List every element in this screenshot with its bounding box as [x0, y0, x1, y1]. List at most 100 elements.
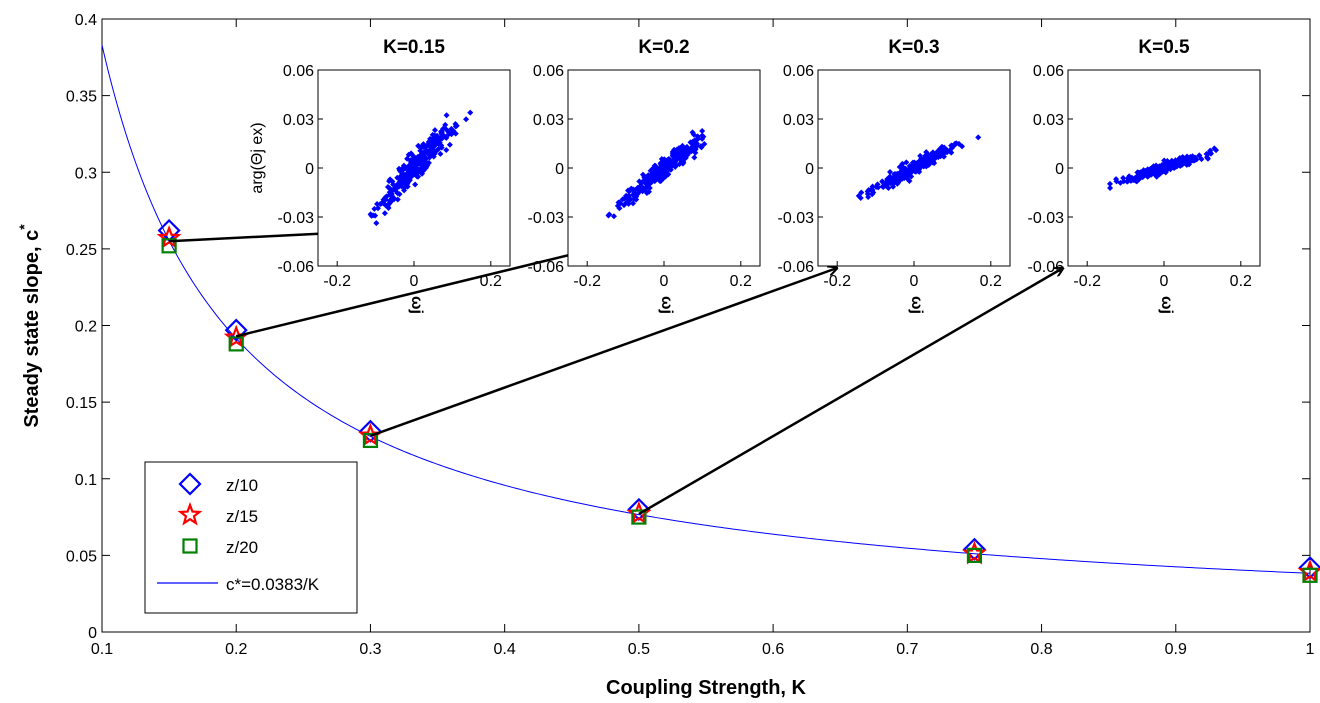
- legend-marker-z-10: [178, 472, 202, 496]
- inset-y-tick-label: 0.06: [283, 63, 314, 80]
- inset-point: [901, 173, 908, 180]
- inset-point: [415, 143, 422, 150]
- inset-point: [687, 139, 694, 146]
- inset-point: [891, 177, 898, 184]
- inset-point: [620, 202, 627, 209]
- inset-point: [894, 171, 901, 178]
- inset-x-tick-label: 0.2: [1230, 273, 1252, 290]
- inset-point: [372, 212, 379, 219]
- inset-point: [657, 160, 664, 167]
- inset-point: [606, 211, 613, 218]
- inset-point: [657, 178, 664, 185]
- y-axis-label-text: Steady state slope, c: [21, 230, 43, 428]
- inset-point: [697, 143, 704, 150]
- inset-point: [368, 212, 375, 219]
- legend-label: c*=0.0383/K: [226, 575, 320, 594]
- marker-z-20: [966, 547, 983, 563]
- inset-point: [443, 112, 450, 119]
- inset-y-tick-label: -0.06: [1028, 259, 1065, 276]
- inset-point: [1204, 155, 1211, 162]
- inset-point: [1136, 172, 1143, 179]
- inset-point: [630, 200, 637, 207]
- inset-y-tick-label: -0.03: [278, 210, 315, 227]
- inset-title: K=0.5: [1138, 37, 1190, 58]
- inset-title: K=0.15: [383, 37, 445, 58]
- inset-x-tick-label: 0: [910, 273, 919, 290]
- inset-point: [869, 191, 876, 198]
- x-tick-label: 0.7: [896, 641, 918, 658]
- inset-point: [438, 144, 445, 151]
- inset-point: [639, 171, 646, 178]
- legend-items: z/10 z/15 z/20 c*=0.0383/K: [157, 472, 320, 594]
- legend-marker-z-15: [177, 501, 203, 526]
- inset-point: [880, 183, 887, 190]
- inset-point: [865, 193, 872, 200]
- x-tick-label: 0.9: [1165, 641, 1187, 658]
- inset-point: [955, 140, 962, 147]
- inset-point: [680, 152, 687, 159]
- inset-point: [875, 184, 882, 191]
- inset-point: [668, 158, 675, 165]
- inset-point: [374, 201, 381, 208]
- inset-point: [414, 173, 421, 180]
- inset-point: [894, 180, 901, 187]
- inset-x-tick-label: -0.2: [1073, 273, 1101, 290]
- legend-marker-z-20: [182, 538, 198, 554]
- inset-point: [699, 135, 706, 142]
- x-axis-label: Coupling Strength, K: [606, 677, 807, 699]
- inset-point: [400, 179, 407, 186]
- inset-x-tick-label: 0: [660, 273, 669, 290]
- inset-point: [381, 210, 388, 217]
- inset-point: [432, 136, 439, 143]
- legend-box: [144, 461, 358, 614]
- inset-y-tick-label: 0.03: [783, 112, 814, 129]
- inset-y-tick-label: 0: [305, 161, 314, 178]
- inset-y-tick-label: -0.03: [778, 210, 815, 227]
- inset-point: [1150, 163, 1157, 170]
- inset-2: K=0.2 -0.2 0 0.2 0.06 0.03 0 -0.03 -0.06 ωj: [528, 37, 761, 314]
- inset-point: [694, 136, 701, 143]
- inset-point: [626, 188, 633, 195]
- y-tick-label: 0.2: [75, 319, 97, 336]
- legend-label: z/20: [226, 538, 258, 557]
- inset-point: [1178, 160, 1185, 167]
- inset-point: [453, 122, 460, 129]
- inset-x-tick-label: 0: [410, 273, 419, 290]
- inset-point: [371, 205, 378, 212]
- inset-points: [367, 109, 474, 227]
- inset-point: [643, 189, 650, 196]
- inset-point: [1186, 159, 1193, 166]
- inset-point: [887, 169, 894, 176]
- y-axis-label: Steady state slope, c*: [16, 224, 43, 428]
- inset-x-tick-label: 0.2: [480, 273, 502, 290]
- marker-z-15: [156, 225, 182, 249]
- inset-y-tick-label: -0.06: [778, 259, 815, 276]
- inset-point: [923, 156, 930, 163]
- inset-point: [975, 134, 982, 141]
- inset-point: [885, 185, 892, 192]
- inset-point: [378, 200, 385, 207]
- main-x-ticks: 0.1 0.2 0.3 0.4 0.5 0.6 0.7 0.8 0.9 1: [91, 19, 1315, 658]
- inset-x-tick-label: -0.2: [323, 273, 351, 290]
- main-y-ticks: 0 0.05 0.1 0.15 0.2 0.25 0.3 0.35 0.4: [66, 12, 1310, 642]
- inset-point: [683, 143, 690, 150]
- inset-point: [868, 186, 875, 193]
- inset-point: [450, 127, 457, 134]
- y-tick-label: 0.05: [66, 548, 97, 565]
- inset-x-axis-label: ωj: [408, 296, 425, 314]
- inset-x-tick-label: 0.2: [980, 273, 1002, 290]
- inset-x-tick-label: -0.2: [573, 273, 601, 290]
- inset-point: [1207, 147, 1214, 154]
- inset-x-tick-label: 0: [1160, 273, 1169, 290]
- inset-points: [1106, 145, 1220, 191]
- inset-point: [399, 171, 406, 178]
- inset-3: K=0.3 -0.2 0 0.2 0.06 0.03 0 -0.03 -0.06 ωj: [778, 37, 1011, 314]
- inset-point: [646, 184, 653, 191]
- inset-point: [648, 179, 655, 186]
- x-tick-label: 1: [1306, 641, 1315, 658]
- inset-point: [928, 151, 935, 158]
- inset-point: [415, 160, 422, 167]
- inset-point: [1141, 170, 1148, 177]
- inset-point: [908, 173, 915, 180]
